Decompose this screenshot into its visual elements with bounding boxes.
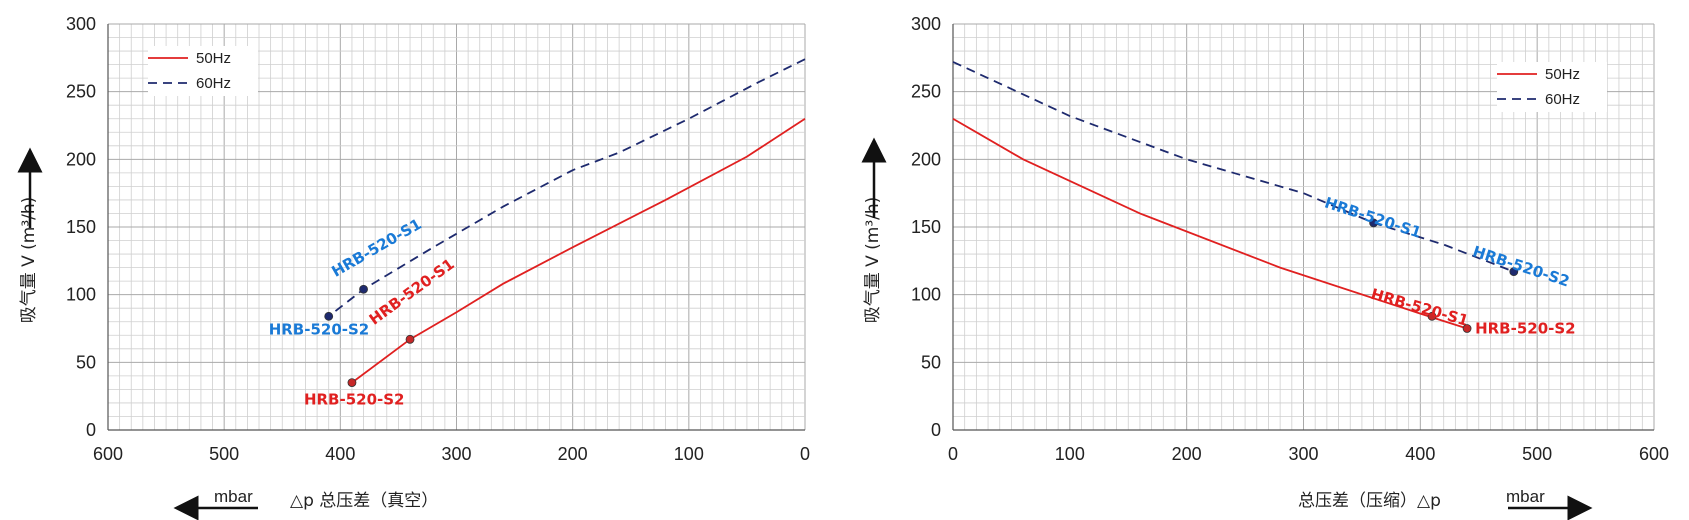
y-tick-label: 250: [911, 82, 941, 102]
y-tick-label: 300: [911, 14, 941, 34]
x-tick-label: 100: [1055, 444, 1085, 464]
y-tick-label: 0: [931, 420, 941, 440]
y-tick-label: 250: [66, 82, 96, 102]
y-tick-label: 50: [921, 352, 941, 372]
x-tick-label: 400: [1405, 444, 1435, 464]
model-point: [1427, 311, 1437, 321]
model-point: [347, 378, 357, 388]
model-point: [1462, 324, 1472, 333]
x-tick-label: 200: [1172, 444, 1202, 464]
x-tick-label: 400: [325, 444, 355, 464]
legend-label-60hz: 60Hz: [196, 75, 231, 92]
model-point: [1369, 218, 1378, 228]
model-point: [405, 334, 415, 344]
x-tick-label: 300: [441, 444, 471, 464]
x-axis-label: 总压差（压缩）△p: [1298, 491, 1441, 511]
model-label: HRB-520-S2: [1475, 320, 1576, 338]
x-axis-unit: mbar: [1506, 487, 1545, 506]
compression-chart: 0 100 200 300 400 500 600 0 50 100 150 200 250 300 吸气量…: [861, 14, 1669, 520]
model-point: [324, 311, 334, 321]
y-tick-label: 150: [66, 217, 96, 237]
x-tick-label: 600: [1639, 444, 1669, 464]
legend-box: [1497, 62, 1607, 112]
y-tick-label: 0: [86, 420, 96, 440]
y-tick-label: 300: [66, 14, 96, 34]
series-line-60hz: [952, 61, 1515, 273]
model-label: HRB-520-S1: [366, 255, 458, 329]
model-label: HRB-520-S2: [1471, 242, 1572, 290]
series-line-60hz: [328, 58, 806, 318]
y-tick-label: 50: [76, 352, 96, 372]
x-tick-label: 500: [1522, 444, 1552, 464]
series-line-50hz: [351, 117, 806, 384]
y-tick-label: 100: [66, 285, 96, 305]
x-tick-label: 100: [674, 444, 704, 464]
x-tick-label: 0: [948, 444, 958, 464]
x-axis-unit: mbar: [214, 487, 253, 506]
vacuum-chart: 600 500 400 300 200 100 0 0 50 100 150 200 250 300 吸气量…: [17, 14, 810, 520]
y-tick-label: 100: [911, 285, 941, 305]
legend-label-50hz: 50Hz: [1545, 66, 1580, 83]
x-tick-label: 600: [93, 444, 123, 464]
legend-box: [148, 46, 258, 96]
x-axis-label: △p 总压差（真空）: [290, 491, 438, 511]
model-point: [359, 284, 368, 294]
x-tick-label: 300: [1288, 444, 1318, 464]
y-tick-label: 150: [911, 217, 941, 237]
y-axis-label: 吸气量 V (m³/h): [863, 197, 883, 324]
legend-label-50hz: 50Hz: [196, 50, 231, 67]
model-label: HRB-520-S2: [269, 320, 370, 338]
model-point: [1509, 267, 1519, 277]
x-tick-label: 0: [800, 444, 810, 464]
x-tick-label: 200: [558, 444, 588, 464]
model-label: HRB-520-S2: [304, 391, 405, 409]
y-axis-label: 吸气量 V (m³/h): [19, 197, 39, 324]
legend-label-60hz: 60Hz: [1545, 91, 1580, 108]
y-tick-label: 200: [911, 149, 941, 169]
x-tick-label: 500: [209, 444, 239, 464]
y-tick-label: 200: [66, 149, 96, 169]
